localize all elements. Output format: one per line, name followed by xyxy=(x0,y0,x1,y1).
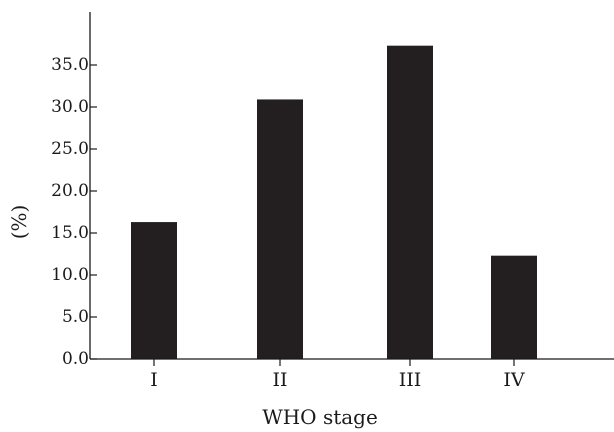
x-axis-title: WHO stage xyxy=(262,405,378,429)
y-axis-ticks: 0.0 5.0 10.0 15.0 20.0 25.0 30.0 35.0 xyxy=(51,55,97,369)
x-tick-label: III xyxy=(399,369,422,391)
bar-ii xyxy=(257,99,303,359)
bar-iii xyxy=(387,45,433,360)
bar-i xyxy=(131,222,177,359)
x-tick-label: I xyxy=(150,369,158,391)
y-tick-label: 15.0 xyxy=(51,223,89,243)
y-axis-title: (%) xyxy=(7,205,31,240)
y-tick-label: 20.0 xyxy=(51,181,89,201)
bar-iv xyxy=(491,255,537,359)
x-tick-label: II xyxy=(272,369,287,391)
chart-axes xyxy=(89,12,614,360)
y-tick-label: 0.0 xyxy=(62,349,89,369)
y-tick-label: 35.0 xyxy=(51,55,89,75)
y-tick-label: 25.0 xyxy=(51,139,89,159)
x-tick-label: IV xyxy=(503,369,525,391)
y-tick-label: 5.0 xyxy=(62,307,89,327)
x-axis-ticks: I II III IV xyxy=(150,359,525,391)
y-tick-label: 30.0 xyxy=(51,97,89,117)
bar-group xyxy=(131,45,537,360)
y-tick-label: 10.0 xyxy=(51,265,89,285)
